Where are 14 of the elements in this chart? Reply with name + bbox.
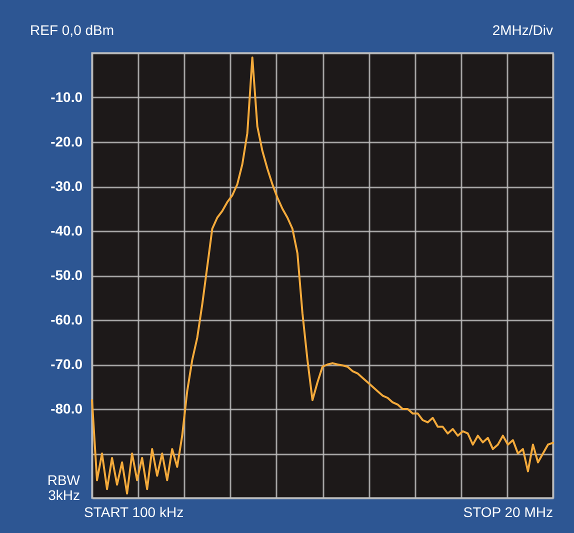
y-tick-label: -10.0: [50, 89, 83, 105]
y-tick-label: -40.0: [50, 222, 83, 238]
y-tick-label: -30.0: [50, 178, 83, 194]
text: RBW 3kHz: [47, 472, 81, 503]
y-tick-label: -60.0: [50, 312, 83, 328]
text: START 100 kHz: [84, 504, 184, 520]
y-tick-label: -20.0: [50, 134, 83, 150]
chart-title: REF 0,0 dBm: [30, 22, 114, 38]
y-tick-label: -50.0: [50, 267, 83, 283]
text: 2MHz/Div: [492, 22, 553, 38]
line-series: [91, 56, 554, 495]
y-tick-label: -80.0: [50, 400, 83, 416]
y-tick-label: -70.0: [50, 356, 83, 372]
text: STOP 20 MHz: [463, 504, 553, 520]
